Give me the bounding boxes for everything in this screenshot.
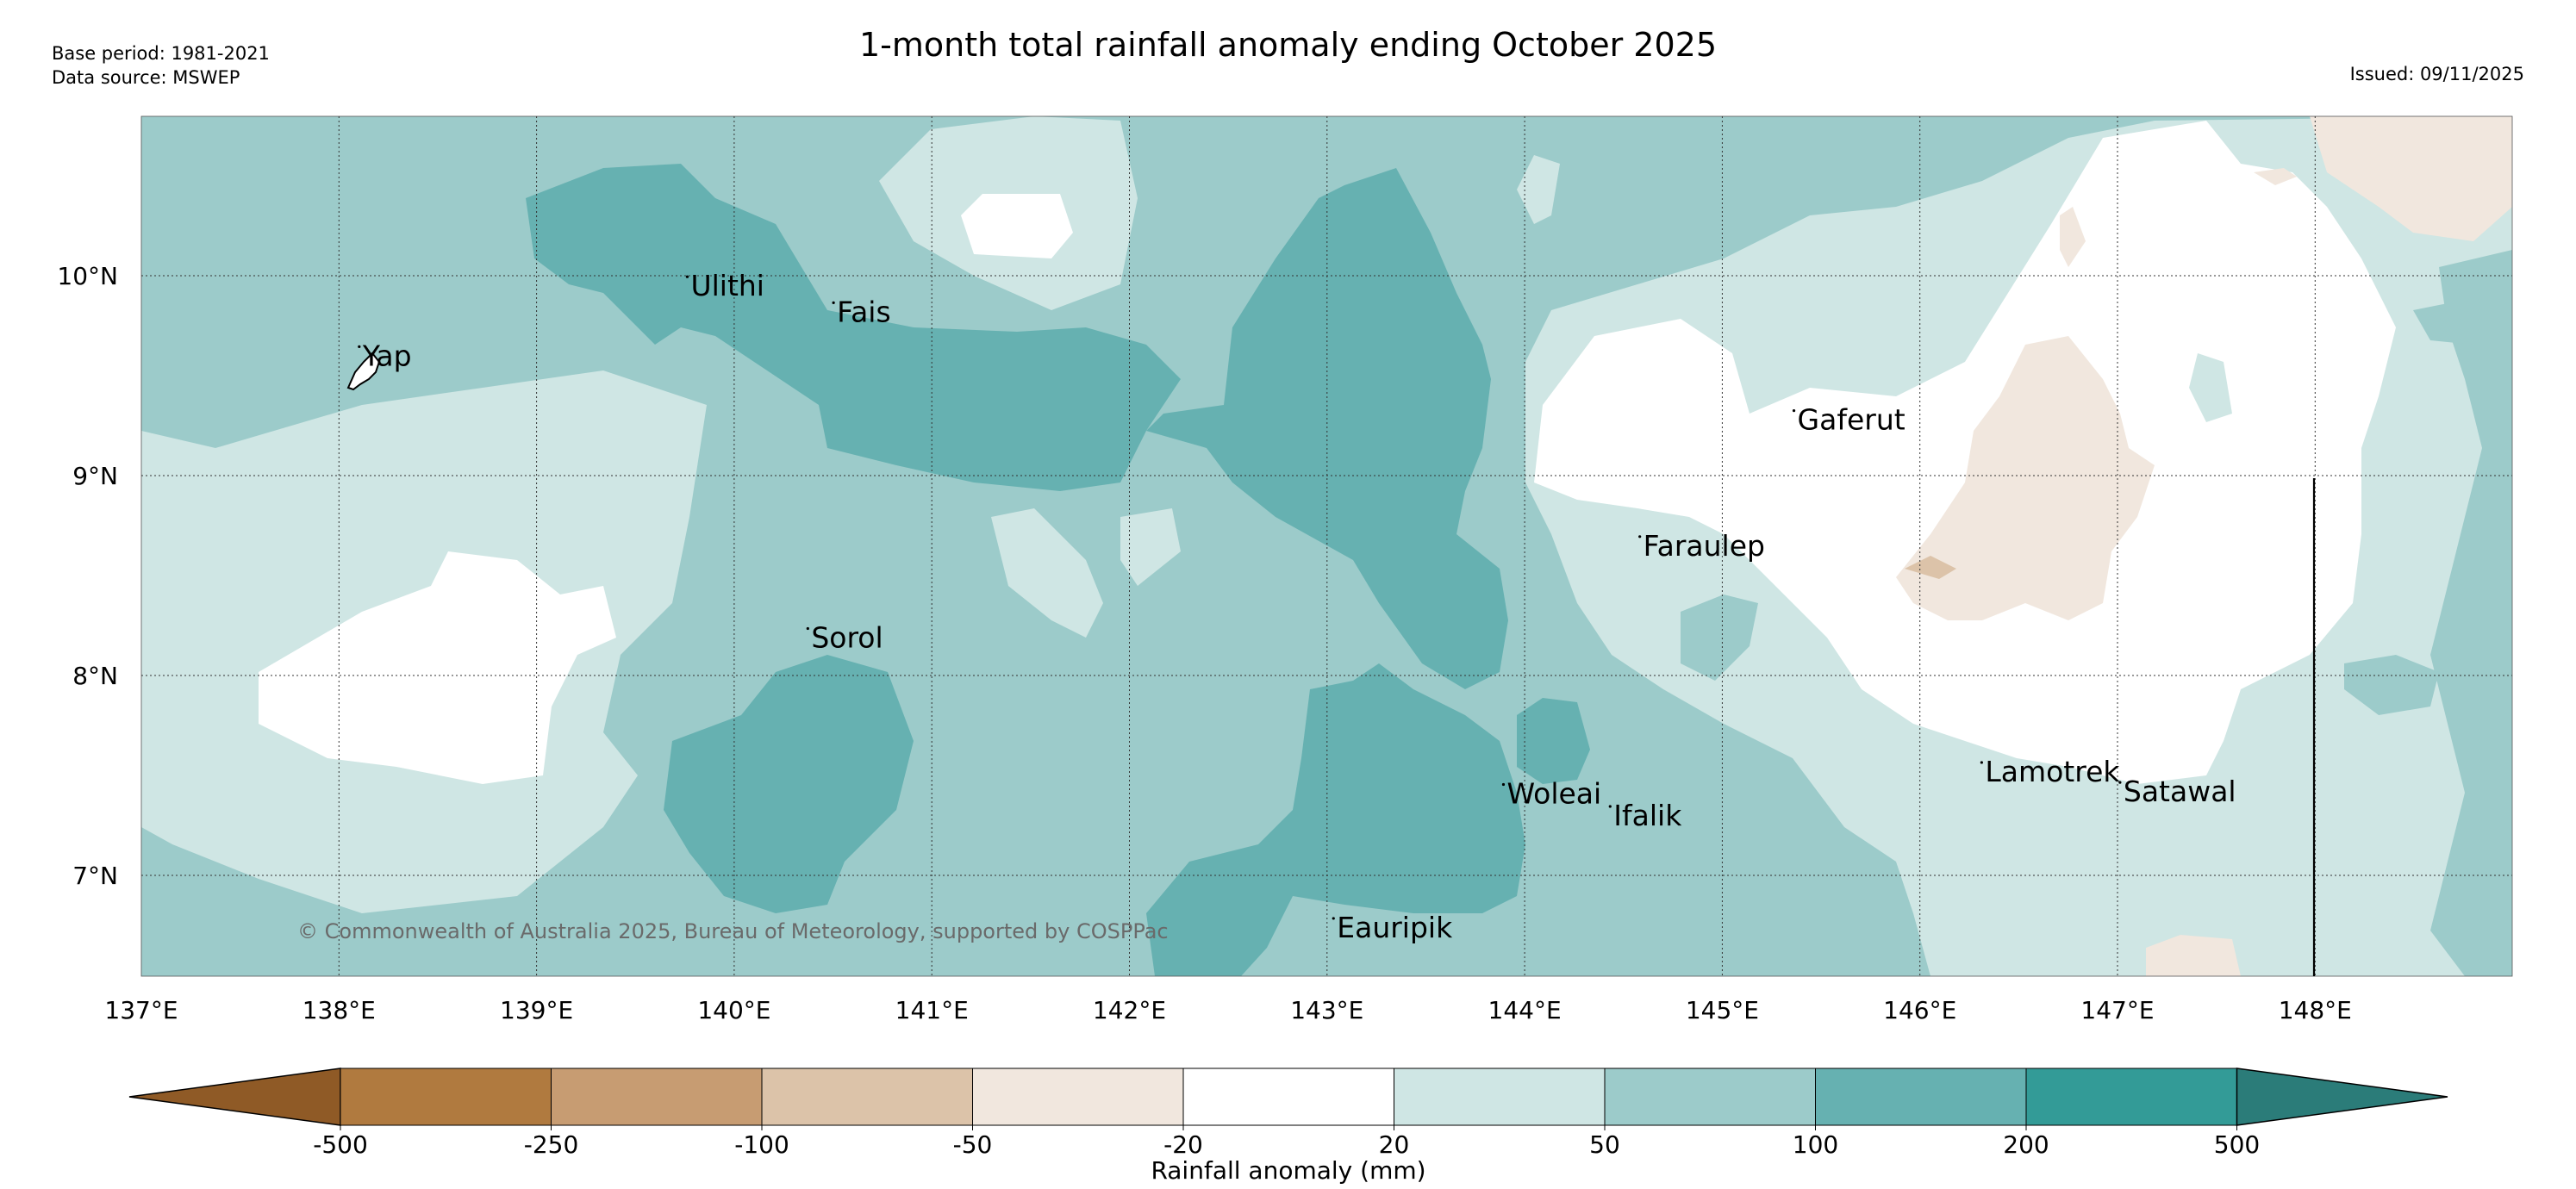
place-label: Lamotrek (1985, 755, 2120, 788)
colorbar-segment (551, 1068, 763, 1126)
anomaly-band-neutral (961, 194, 1073, 258)
colorbar-extend-low (128, 1068, 341, 1126)
anomaly-band-neg50-neg20 (2146, 935, 2241, 976)
colorbar-tick-label: 50 (1589, 1130, 1620, 1159)
place-label: Faraulep (1644, 529, 1765, 563)
colorbar-segment (1394, 1068, 1606, 1126)
anomaly-band-20-50 (2189, 353, 2232, 422)
longitude-label: 142°E (1093, 996, 1166, 1024)
colorbar-segment (1815, 1068, 2027, 1126)
place-label: Gaferut (1798, 403, 1905, 437)
colorbar-tick-label: -50 (953, 1130, 993, 1159)
longitude-label: 144°E (1488, 996, 1562, 1024)
longitude-label: 145°E (1686, 996, 1759, 1024)
anomaly-band-neg50-neg20 (2254, 168, 2297, 185)
copyright-text: © Commonwealth of Australia 2025, Bureau… (297, 919, 1169, 943)
anomaly-band-neutral (259, 551, 616, 784)
anomaly-band-20-50 (991, 508, 1103, 638)
place-label: Fais (837, 295, 891, 328)
anomaly-band-100-200 (664, 655, 914, 913)
anomaly-band-20-50 (1517, 155, 1560, 224)
place-marker (806, 626, 809, 631)
anomaly-band-neg50-neg20 (2060, 207, 2086, 267)
longitude-label: 139°E (500, 996, 573, 1024)
colorbar-tick-label: 100 (1793, 1130, 1838, 1159)
place-marker (1501, 782, 1506, 787)
latitude-label: 8°N (72, 662, 118, 690)
anomaly-band-neg50-neg20 (2310, 116, 2512, 241)
place-label: Sorol (811, 621, 883, 655)
place-marker (1608, 805, 1612, 808)
longitude-labels: 137°E 138°E 139°E 140°E 141°E 142°E 143°E 144°E… (104, 996, 2351, 1024)
longitude-label: 138°E (303, 996, 376, 1024)
anomaly-band-neg100-neg50 (1905, 556, 1956, 579)
colorbar-label: Rainfall anomaly (mm) (1151, 1156, 1425, 1185)
latitude-label: 10°N (57, 262, 118, 290)
latitude-labels: 10°N 9°N 8°N 7°N (57, 262, 118, 890)
longitude-label: 141°E (895, 996, 969, 1024)
anomaly-band-100-200 (526, 164, 1181, 491)
place-label: Satawal (2124, 775, 2236, 808)
issued-date-text: Issued: 09/11/2025 (2349, 64, 2524, 84)
longitude-label: 140°E (697, 996, 770, 1024)
latitude-label: 7°N (72, 862, 118, 890)
colorbar-tick-label: 200 (2003, 1130, 2049, 1159)
base-period-text: Base period: 1981-2021 (52, 43, 270, 64)
place-labels: Ulithi Fais Yap Gaferut Faraulep Sorol Woleai I… (358, 269, 2236, 944)
colorbar-tick-label: -20 (1163, 1130, 1203, 1159)
colorbar-segment (1604, 1068, 1816, 1126)
colorbar-extend-high (2236, 1068, 2448, 1126)
anomaly-band-100-200 (1517, 698, 1590, 784)
anomaly-band-50-100 (2344, 655, 2439, 715)
colorbar-tick-label: -500 (313, 1130, 368, 1159)
place-label: Eauripik (1337, 911, 1453, 944)
place-label: Woleai (1506, 776, 1601, 810)
place-marker (1792, 409, 1796, 413)
place-marker (685, 275, 689, 278)
colorbar-segment (2025, 1068, 2237, 1126)
colorbar-tick-label: -250 (524, 1130, 579, 1159)
anomaly-band-neutral (1534, 121, 2396, 784)
colorbar-segment (972, 1068, 1184, 1126)
place-label: Ifalik (1613, 799, 1682, 832)
colorbar-segment (1182, 1068, 1394, 1126)
anomaly-band-50-100 (1681, 594, 1758, 681)
longitude-label: 143°E (1290, 996, 1363, 1024)
anomaly-band-50-100 (2430, 250, 2512, 976)
place-marker (1638, 535, 1642, 538)
data-source-text: Data source: MSWEP (52, 67, 240, 88)
longitude-label: 146°E (1883, 996, 1956, 1024)
yap-island-outline (346, 352, 381, 391)
place-marker (832, 301, 835, 304)
colorbar-tick-label: -100 (734, 1130, 789, 1159)
place-marker (1980, 761, 1983, 764)
anomaly-field (141, 116, 2512, 976)
longitude-label: 148°E (2279, 996, 2352, 1024)
place-marker (358, 345, 361, 348)
colorbar-segment (340, 1068, 552, 1126)
latitude-label: 9°N (72, 462, 118, 490)
colorbar-tick-label: 20 (1379, 1130, 1410, 1159)
anomaly-band-100-200 (1146, 663, 1525, 976)
longitude-label: 147°E (2080, 996, 2154, 1024)
anomaly-band-20-50 (1120, 508, 1181, 586)
anomaly-band-100-200 (1146, 168, 1508, 689)
place-label: Yap (362, 339, 412, 372)
colorbar: -500 -250 -100 -50 -20 20 50 100 200 500 (128, 1068, 2448, 1159)
anomaly-band-neg50-neg20 (1896, 336, 2155, 620)
place-label: Ulithi (690, 269, 764, 302)
graticule (141, 116, 2512, 976)
place-marker (1332, 917, 1335, 920)
colorbar-segment (761, 1068, 973, 1126)
colorbar-tick-label: 500 (2214, 1130, 2260, 1159)
longitude-label: 137°E (104, 996, 178, 1024)
map-title: 1-month total rainfall anomaly ending Oc… (858, 26, 1717, 64)
anomaly-band-50-100 (2413, 302, 2482, 345)
place-marker (2118, 781, 2122, 784)
